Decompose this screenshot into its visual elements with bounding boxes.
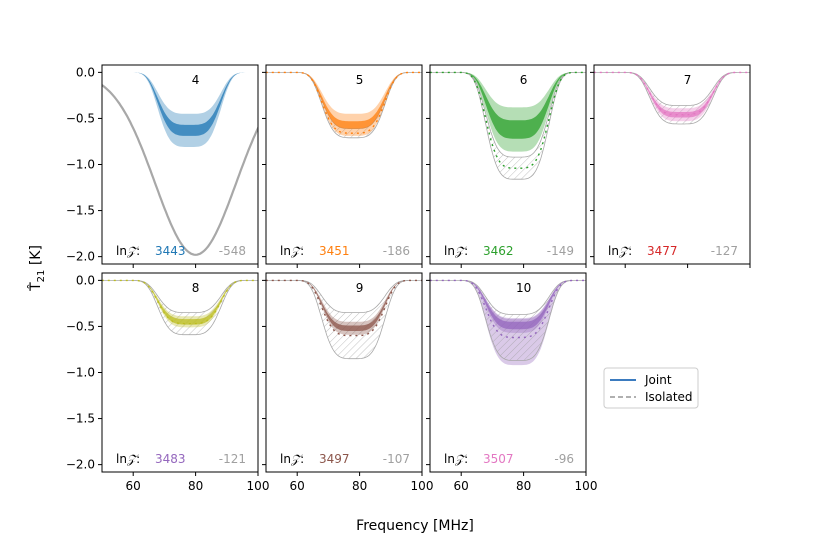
panel-4-lnz-label: ln𝒵: xyxy=(116,244,140,258)
panel-7-lnz-isolated: -127 xyxy=(711,244,738,258)
panel-9-lnz-isolated: -107 xyxy=(383,452,410,466)
x-tick-label: 100 xyxy=(247,479,270,493)
panel-9: 60 80 100 9 ln𝒵: 3497 -107 xyxy=(262,272,434,493)
panel-6-joint-1sigma-band xyxy=(430,72,586,139)
y-axis-label-symbol: T̂ xyxy=(27,282,44,292)
panel-7: 7 ln𝒵: 3477 -127 xyxy=(590,64,751,268)
panel-8-joint-2sigma-band xyxy=(102,280,258,328)
panel-5-lnz-joint: 3451 xyxy=(319,244,350,258)
x-tick-label: 100 xyxy=(411,479,434,493)
y-axis-label-subscript: 21 xyxy=(36,270,47,283)
panel-7-lnz-label: ln𝒵: xyxy=(608,244,632,258)
panel-10-frame xyxy=(429,272,587,473)
panel-7-frame xyxy=(593,64,751,265)
panel-5-lnz-label: ln𝒵: xyxy=(280,244,304,258)
panel-4-plot-area xyxy=(102,72,258,256)
panel-4-isolated-line xyxy=(102,83,258,256)
panel-4-number: 4 xyxy=(192,73,200,87)
panel-9-isolated-band xyxy=(266,280,422,360)
panel-8-frame xyxy=(101,272,259,473)
panel-10-number: 10 xyxy=(516,281,531,295)
panel-9-frame xyxy=(265,272,423,473)
panel-9-joint-2sigma-band xyxy=(266,280,422,335)
panel-10-plot-area xyxy=(430,279,586,366)
panel-8-lnz-joint: 3483 xyxy=(155,452,186,466)
panel-4: 0.0 −0.5 −1.0 −1.5 −2.0 4 ln𝒵: 3443 -548 xyxy=(66,64,259,268)
panel-9-number: 9 xyxy=(356,281,364,295)
panel-10-isolated-band xyxy=(430,280,586,361)
panel-9-lnz-joint: 3497 xyxy=(319,452,350,466)
x-axis-label: Frequency [MHz] xyxy=(356,518,474,534)
panel-10-lnz-joint: 3507 xyxy=(483,452,514,466)
x-tick-label: 80 xyxy=(352,479,367,493)
y-tick-label: −1.5 xyxy=(66,204,95,218)
panel-6-isolated-band xyxy=(430,72,586,180)
panel-6-lnz-label: ln𝒵: xyxy=(444,244,468,258)
panel-6-joint-2sigma-band xyxy=(430,72,586,152)
panel-6-lnz-isolated: -149 xyxy=(547,244,574,258)
panel-4-frame xyxy=(101,64,259,265)
x-tick-label: 60 xyxy=(290,479,305,493)
y-axis-label-unit: [K] xyxy=(28,245,44,270)
y-tick-label: −0.5 xyxy=(66,111,95,125)
panel-6-lnz-joint: 3462 xyxy=(483,244,514,258)
panel-6-plot-area xyxy=(430,71,586,180)
y-tick-label: −1.0 xyxy=(66,366,95,380)
legend-isolated-label: Isolated xyxy=(645,390,693,404)
panel-9-isolated-mean xyxy=(266,279,422,337)
panel-5-lnz-isolated: -186 xyxy=(383,244,410,258)
panel-8: 0.0 −0.5 −1.0 −1.5 −2.0 60 80 100 8 ln𝒵: 3483 -121 xyxy=(66,272,270,493)
y-tick-label: 0.0 xyxy=(76,65,95,79)
x-tick-label: 80 xyxy=(516,479,531,493)
y-tick-label: −1.0 xyxy=(66,158,95,172)
legend-joint-label: Joint xyxy=(644,373,672,387)
panel-9-plot-area xyxy=(266,279,422,360)
panel-7-isolated-mean xyxy=(594,71,750,116)
panel-5-frame xyxy=(265,64,423,265)
panel-5-number: 5 xyxy=(356,73,364,87)
panels-layer: 0.0 −0.5 −1.0 −1.5 −2.0 4 ln𝒵: 3443 -548 5 ln𝒵: 345… xyxy=(66,64,751,493)
panel-8-plot-area xyxy=(102,279,258,336)
x-tick-label: 80 xyxy=(188,479,203,493)
panel-10-joint-1sigma-band xyxy=(430,280,586,330)
panel-9-lnz-label: ln𝒵: xyxy=(280,452,304,466)
panel-7-plot-area xyxy=(594,71,750,125)
panel-4-lnz-joint: 3443 xyxy=(155,244,186,258)
panel-7-joint-2sigma-band xyxy=(594,72,750,122)
panel-8-number: 8 xyxy=(192,281,200,295)
y-tick-label: −0.5 xyxy=(66,319,95,333)
panel-10-lnz-label: ln𝒵: xyxy=(444,452,468,466)
x-tick-label: 60 xyxy=(454,479,469,493)
y-tick-label: 0.0 xyxy=(76,273,95,287)
panel-4-lnz-isolated: -548 xyxy=(219,244,246,258)
x-tick-label: 60 xyxy=(126,479,141,493)
panel-6-isolated-mean xyxy=(430,71,586,169)
panel-8-lnz-label: ln𝒵: xyxy=(116,452,140,466)
panel-10: 60 80 100 10 ln𝒵: 3507 -96 xyxy=(426,272,598,493)
panel-10-lnz-isolated: -96 xyxy=(554,452,574,466)
panel-6: 6 ln𝒵: 3462 -149 xyxy=(426,64,587,268)
legend: Joint Isolated xyxy=(603,367,699,409)
y-tick-label: −2.0 xyxy=(66,250,95,264)
x-tick-label: 100 xyxy=(575,479,598,493)
y-tick-label: −2.0 xyxy=(66,458,95,472)
panel-8-lnz-isolated: -121 xyxy=(219,452,246,466)
panel-6-number: 6 xyxy=(520,73,528,87)
panel-4-joint-2sigma-band xyxy=(102,72,258,147)
panel-7-number: 7 xyxy=(684,73,692,87)
panel-5-plot-area xyxy=(266,71,422,139)
panel-5: 5 ln𝒵: 3451 -186 xyxy=(262,64,423,268)
panel-7-lnz-joint: 3477 xyxy=(647,244,678,258)
y-axis-label: T̂21 [K] xyxy=(27,245,47,292)
y-tick-label: −1.5 xyxy=(66,412,95,426)
